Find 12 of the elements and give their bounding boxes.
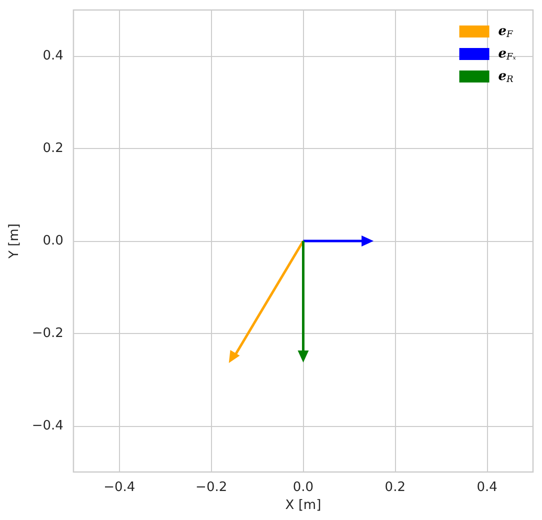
y-axis-title: Y [m] (7, 224, 22, 260)
x-tick-label: 0.4 (476, 480, 498, 495)
x-tick-label: 0.0 (292, 480, 314, 495)
x-tick-label: −0.2 (196, 480, 228, 495)
y-tick-label: 0.4 (42, 48, 64, 64)
x-tick-label: 0.2 (384, 480, 406, 495)
y-tick-label: 0.2 (42, 141, 64, 156)
x-axis-title: X [m] (285, 498, 322, 513)
y-tick-label: 0.0 (42, 234, 64, 248)
y-tick-label: −0.2 (32, 326, 64, 341)
y-tick-label: −0.4 (32, 418, 64, 434)
x-tick-label: −0.4 (104, 480, 136, 495)
